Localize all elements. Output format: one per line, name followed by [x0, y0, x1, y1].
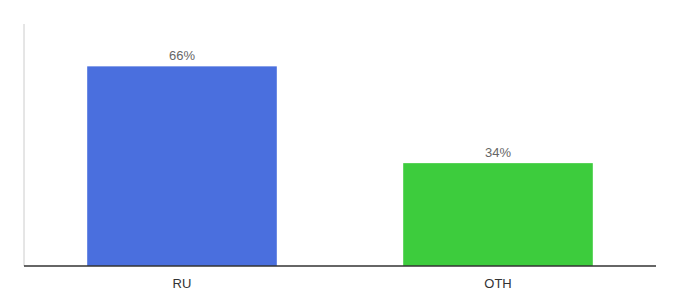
y-axis-line: [24, 24, 25, 266]
chart-container: 66% 34% RU OTH: [0, 0, 680, 300]
bar: [87, 66, 277, 266]
x-axis-line: [24, 265, 656, 267]
data-label: 66%: [169, 48, 195, 63]
data-label: 34%: [485, 145, 511, 160]
x-tick-label: RU: [173, 276, 192, 291]
bars: [87, 66, 593, 266]
chart-svg: 66% 34% RU OTH: [0, 0, 680, 300]
plot-area: 66% 34% RU OTH: [24, 24, 656, 291]
bar: [403, 163, 593, 266]
x-tick-label: OTH: [484, 276, 511, 291]
